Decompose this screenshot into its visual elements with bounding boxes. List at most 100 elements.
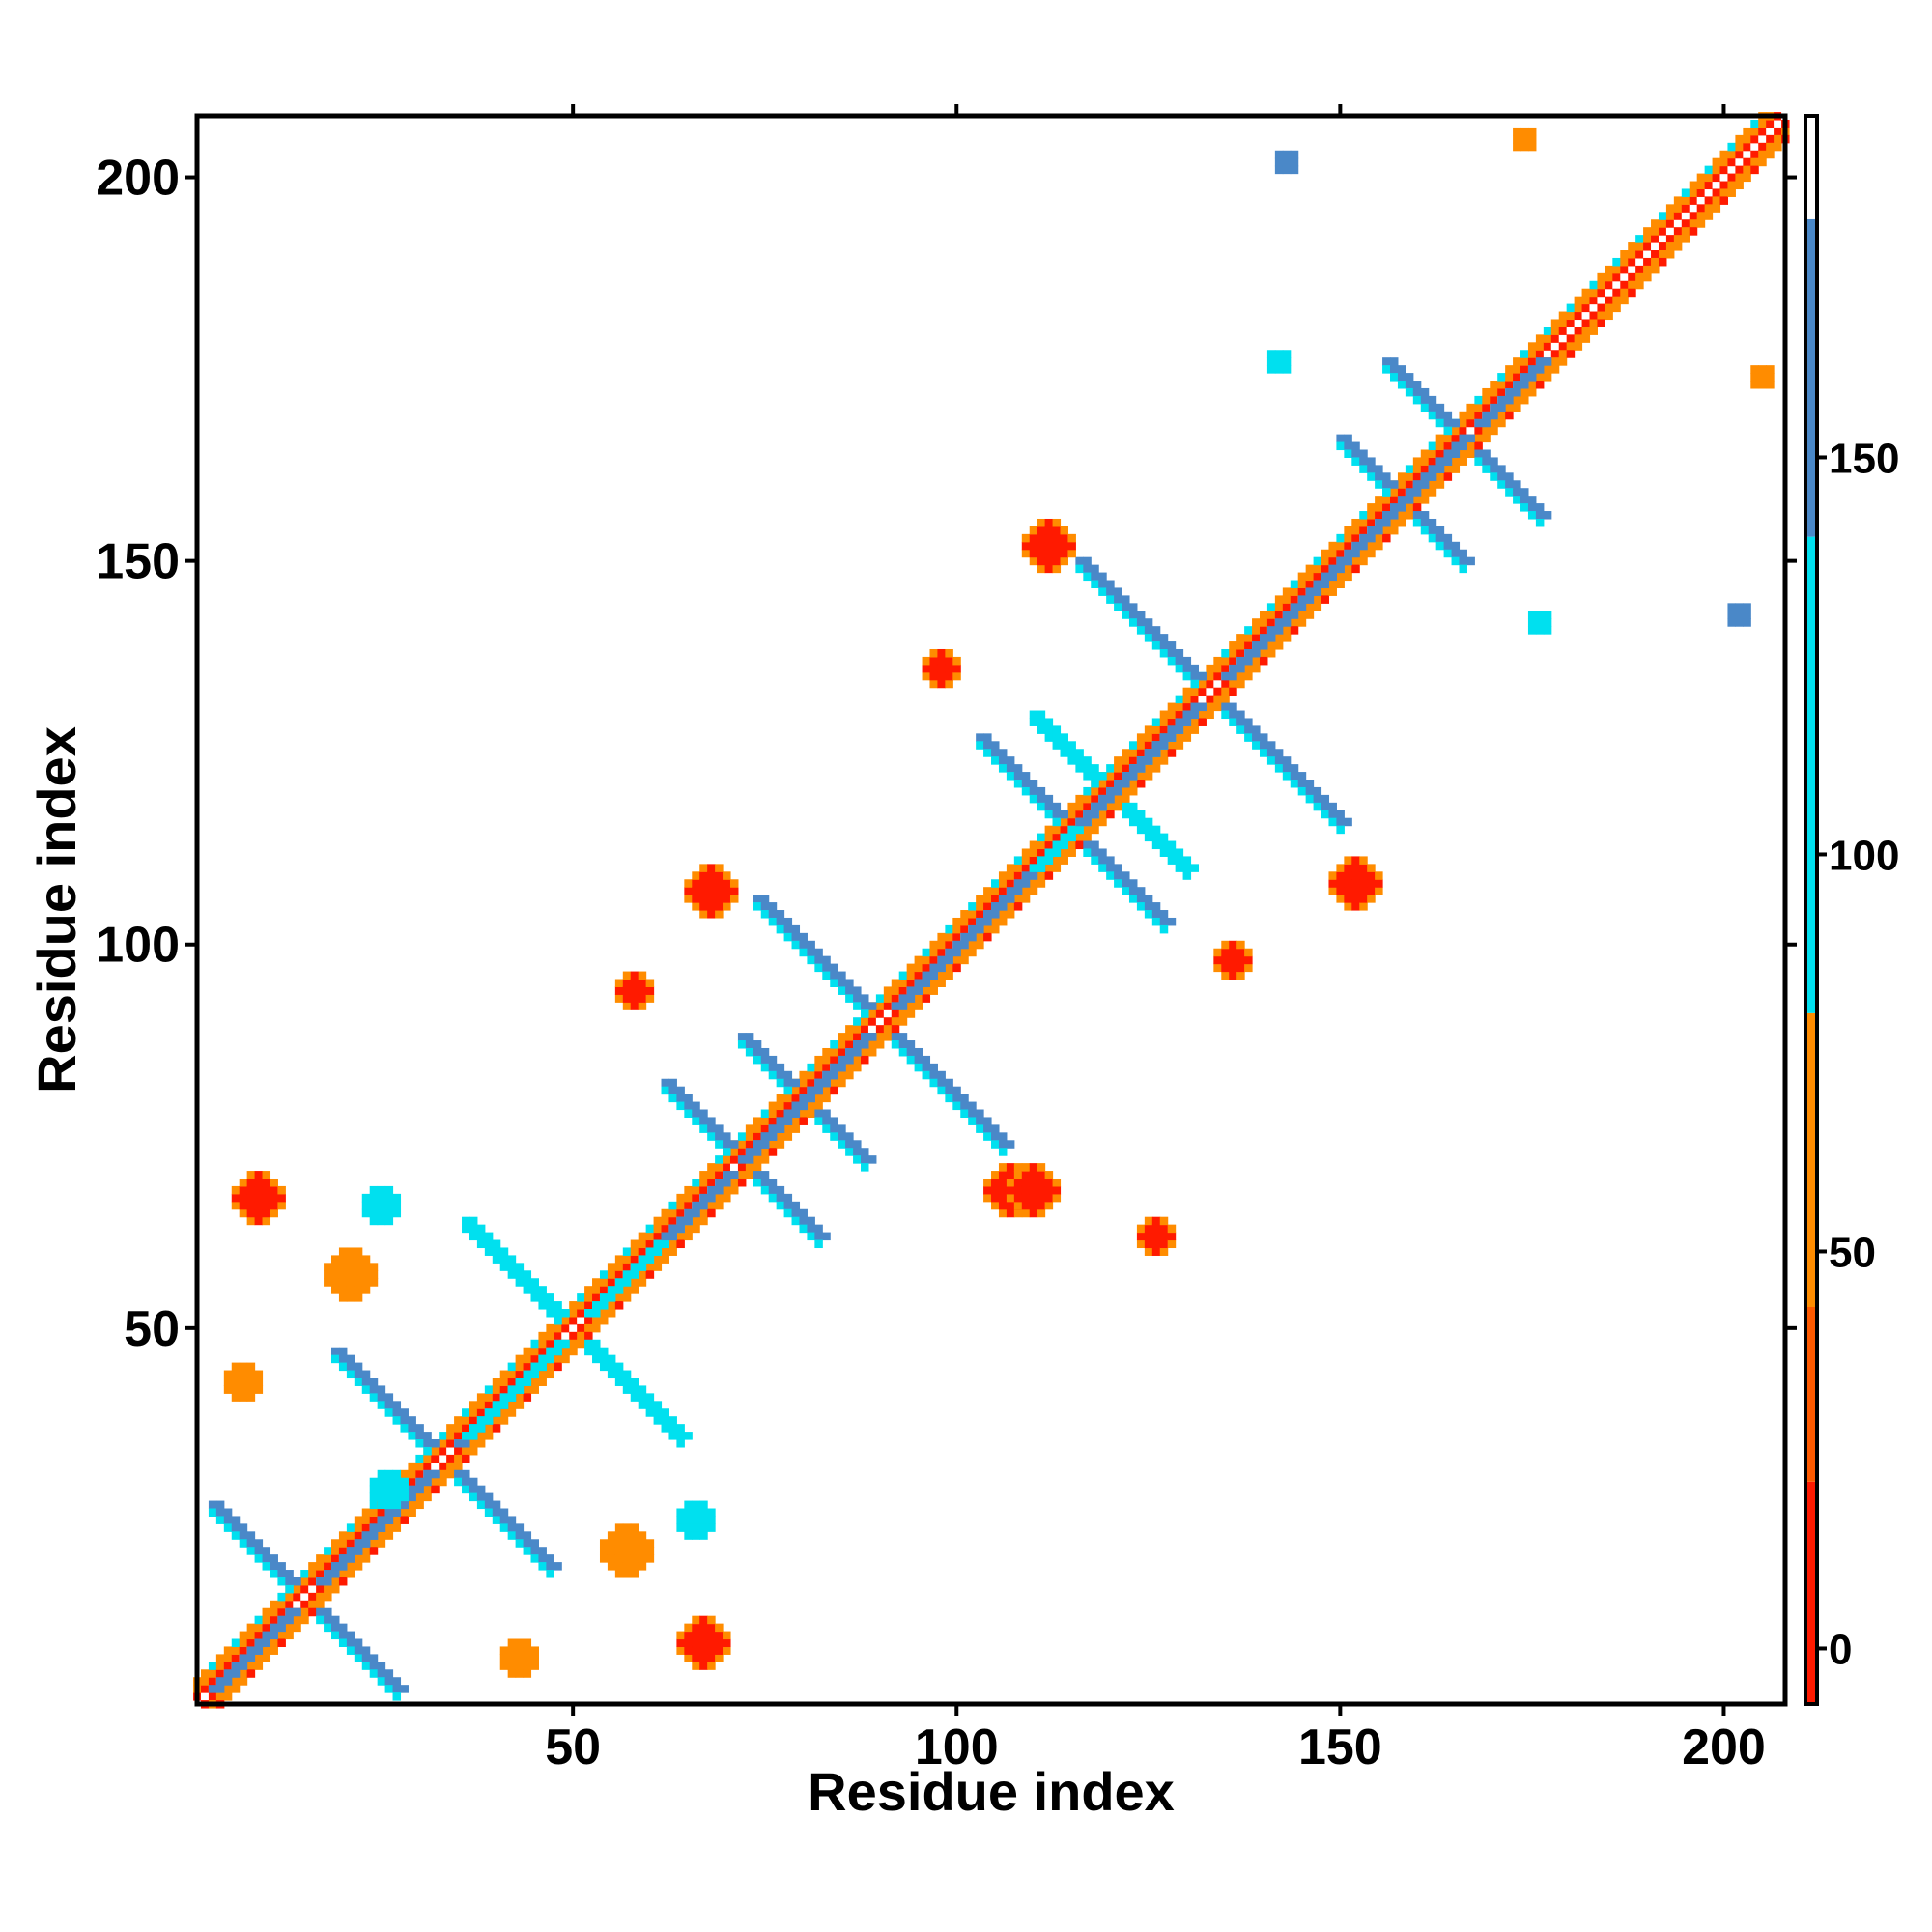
diagonal-band-cell — [577, 1293, 585, 1302]
contact-cell — [507, 1531, 517, 1540]
contact-cell — [922, 1063, 931, 1072]
contact-cell — [1420, 403, 1430, 412]
contact-cell — [638, 1547, 647, 1555]
diagonal-band-cell — [653, 1263, 663, 1271]
contact-cell — [945, 679, 953, 689]
diagonal-band-cell — [1550, 350, 1560, 358]
contact-cell — [1006, 1140, 1015, 1149]
contact-cell — [614, 1370, 624, 1379]
contact-cell — [1397, 373, 1406, 382]
diagonal-band-cell — [1266, 648, 1276, 658]
contact-cell — [1382, 488, 1391, 497]
contact-cell — [783, 1086, 793, 1095]
contact-cell — [1037, 794, 1046, 804]
contact-cell — [423, 1477, 432, 1487]
contact-cell — [369, 1477, 379, 1487]
diagonal-band-cell — [1505, 381, 1514, 389]
diagonal-band-cell — [1044, 840, 1054, 850]
contact-cell — [991, 1124, 1000, 1133]
diagonal-band-cell — [991, 917, 1000, 926]
contact-cell — [991, 1132, 1000, 1141]
diagonal-band-cell — [484, 1424, 494, 1433]
contact-cell — [1367, 472, 1376, 481]
diagonal-band-cell — [1428, 457, 1437, 466]
diagonal-band-cell — [830, 1086, 838, 1095]
diagonal-band-cell — [1589, 327, 1598, 335]
contact-cell — [346, 1270, 355, 1279]
diagonal-band-cell — [331, 1539, 340, 1548]
diagonal-band-cell — [215, 1662, 225, 1670]
diagonal-band-cell — [1266, 618, 1276, 627]
contact-cell — [1144, 1232, 1153, 1241]
contact-cell — [554, 1347, 562, 1356]
contact-cell — [1420, 395, 1430, 405]
diagonal-band-cell — [538, 1370, 547, 1379]
diagonal-band-cell — [760, 1117, 770, 1125]
contact-cell — [991, 1193, 1000, 1203]
contact-cell — [1244, 656, 1253, 666]
contact-cell — [392, 1477, 402, 1487]
contact-cell — [699, 1646, 708, 1655]
contact-cell — [1328, 887, 1337, 895]
diagonal-band-cell — [1535, 342, 1545, 351]
diagonal-band-cell — [530, 1385, 539, 1394]
contact-cell — [1344, 817, 1352, 827]
contact-cell — [822, 955, 831, 965]
contact-cell — [1474, 457, 1483, 466]
diagonal-band-cell — [1206, 679, 1214, 689]
contact-cell — [1359, 864, 1368, 872]
diagonal-band-cell — [1696, 173, 1706, 183]
contact-cell — [653, 1401, 663, 1409]
diagonal-band-cell — [1543, 365, 1552, 374]
diagonal-band-cell — [1313, 595, 1322, 604]
diagonal-band-cell — [1336, 572, 1345, 582]
diagonal-band-cell — [1459, 457, 1467, 466]
contact-cell — [377, 1208, 386, 1218]
diagonal-cell — [867, 1025, 877, 1034]
diagonal-band-cell — [1482, 434, 1491, 443]
diagonal-band-cell — [1259, 618, 1268, 627]
contact-cell — [661, 1424, 670, 1433]
diagonal-band-cell — [1144, 772, 1153, 781]
diagonal-band-cell — [729, 1148, 739, 1156]
contact-cell — [592, 1339, 601, 1349]
contact-cell — [776, 910, 785, 919]
diagonal-band-cell — [515, 1401, 525, 1409]
diagonal-band-cell — [1244, 671, 1253, 681]
diagonal-band-cell — [1274, 634, 1284, 642]
contact-cell — [599, 1362, 609, 1372]
contact-cell — [515, 1646, 525, 1655]
diagonal-band-cell — [1597, 288, 1605, 298]
diagonal-band-cell — [1665, 212, 1675, 220]
contact-cell — [945, 948, 953, 957]
contact-cell — [1282, 772, 1292, 781]
diagonal-band-cell — [1274, 595, 1284, 604]
contact-cell — [1359, 533, 1368, 543]
diagonal-band-cell — [807, 1078, 815, 1088]
contact-cell — [377, 1492, 386, 1502]
contact-cell — [952, 1094, 961, 1103]
contact-cell — [622, 971, 632, 980]
contact-cell — [384, 1485, 394, 1494]
diagonal-band-cell — [692, 1224, 700, 1234]
diagonal-band-cell — [1651, 265, 1660, 274]
diagonal-band-cell — [1605, 265, 1613, 274]
contact-cell — [1167, 641, 1177, 650]
contact-cell — [1520, 127, 1529, 136]
contact-cell — [384, 1477, 394, 1487]
diagonal-band-cell — [952, 924, 961, 934]
diagonal-band-cell — [1704, 196, 1714, 205]
contact-cell — [1328, 572, 1337, 582]
diagonal-band-cell — [622, 1255, 632, 1264]
diagonal-band-cell — [614, 1255, 624, 1264]
contact-cell — [592, 1347, 601, 1356]
contact-cell — [1520, 142, 1529, 152]
diagonal-band-cell — [1766, 142, 1775, 152]
contact-cell — [546, 1309, 554, 1318]
contact-cell — [476, 1500, 486, 1510]
diagonal-band-cell — [1513, 365, 1521, 374]
contact-cell — [1520, 373, 1529, 382]
contact-cell — [638, 1554, 647, 1563]
contact-cell — [246, 1216, 256, 1226]
contact-cell — [331, 1286, 340, 1294]
